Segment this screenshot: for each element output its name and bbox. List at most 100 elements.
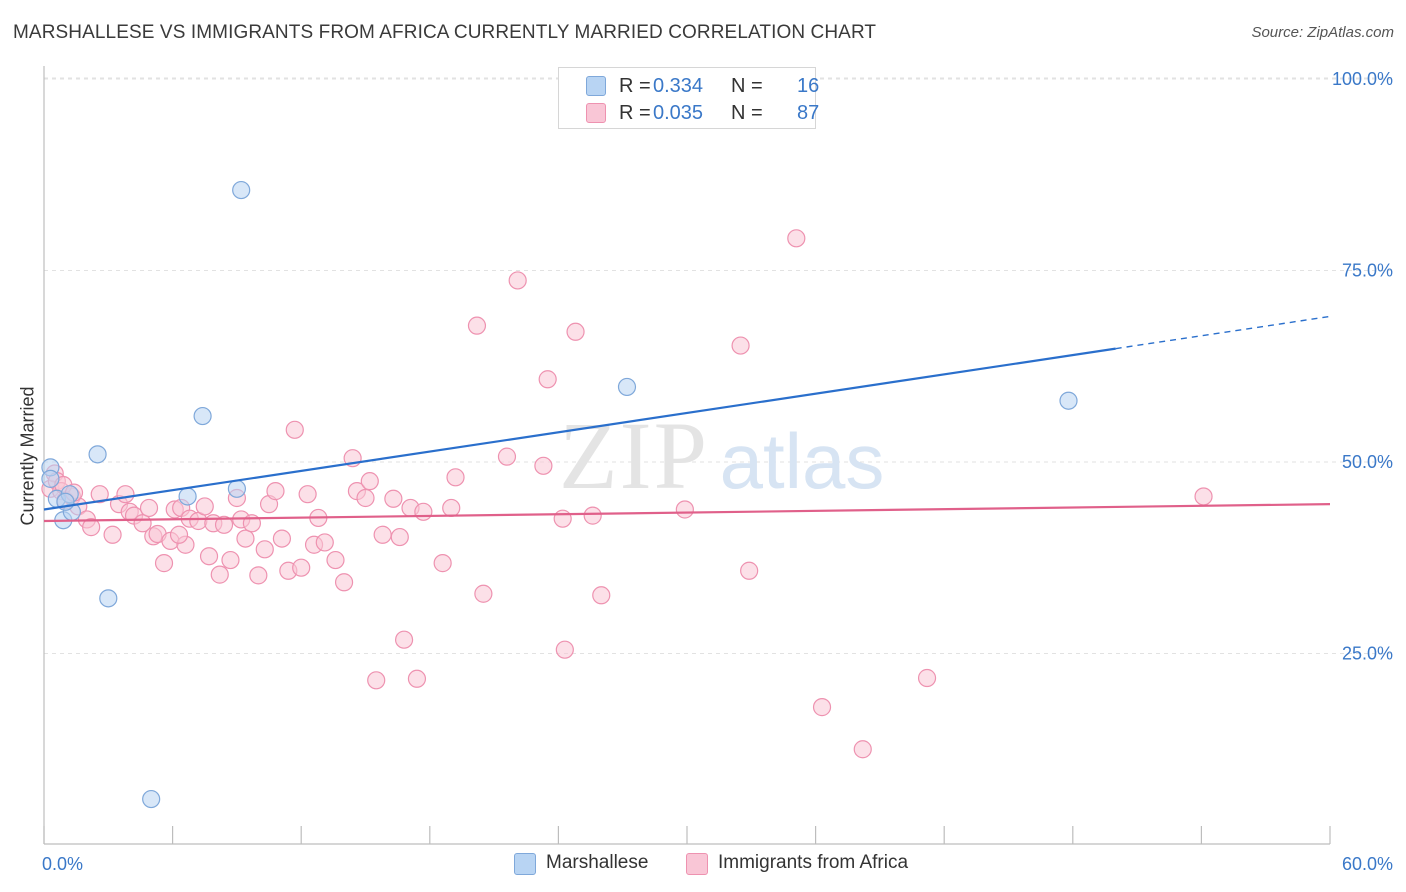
data-point xyxy=(853,740,872,759)
data-point xyxy=(407,669,427,688)
x-tick-label: 0.0% xyxy=(42,854,83,874)
y-tick-label: 25.0% xyxy=(1342,644,1393,664)
data-point xyxy=(285,420,304,439)
legend-swatch-blue xyxy=(514,853,536,875)
data-point xyxy=(384,489,403,508)
watermark-atlas: atlas xyxy=(720,417,885,505)
data-point xyxy=(266,482,285,501)
data-point xyxy=(731,336,750,355)
trend-line-marshallese-projection xyxy=(1115,315,1331,350)
legend-swatch-pink xyxy=(686,853,708,875)
y-tick-label: 75.0% xyxy=(1342,261,1393,281)
data-point xyxy=(414,502,433,521)
data-point xyxy=(467,316,487,335)
data-point xyxy=(195,497,214,516)
data-point xyxy=(315,533,334,552)
legend-n-value: 87 xyxy=(797,101,820,124)
data-point xyxy=(508,271,527,290)
data-point xyxy=(334,573,354,592)
data-point xyxy=(566,322,585,341)
data-point xyxy=(103,525,122,544)
data-point xyxy=(360,472,379,491)
data-point xyxy=(227,479,246,498)
data-point xyxy=(41,469,60,488)
legend-swatch-blue xyxy=(586,76,606,96)
watermark: ZIP atlas xyxy=(559,402,884,509)
data-point xyxy=(497,447,517,466)
data-point xyxy=(433,554,452,573)
data-point xyxy=(617,377,637,397)
data-point xyxy=(142,789,161,809)
trend-line-africa xyxy=(43,503,1331,523)
data-point xyxy=(232,180,251,200)
data-point xyxy=(169,525,189,544)
data-point xyxy=(356,488,375,508)
legend-r-value: 0.334 xyxy=(653,74,704,97)
data-point xyxy=(553,509,572,528)
y-axis-title: Currently Married xyxy=(17,386,38,526)
data-point xyxy=(583,506,602,525)
trend-lines xyxy=(43,315,1331,523)
axes xyxy=(43,66,1331,845)
data-point xyxy=(199,547,219,566)
legend-n-value: 16 xyxy=(797,74,820,97)
data-point xyxy=(675,500,694,519)
data-point xyxy=(812,698,832,717)
data-point xyxy=(154,554,174,573)
data-point xyxy=(90,485,109,504)
legend-r-value: 0.035 xyxy=(653,101,704,124)
data-point xyxy=(272,529,292,548)
data-point xyxy=(249,566,268,585)
marshallese-points xyxy=(41,180,1078,809)
data-point xyxy=(88,445,107,464)
chart-title: MARSHALLESE VS IMMIGRANTS FROM AFRICA CU… xyxy=(13,22,877,43)
grid-lines xyxy=(44,77,1392,654)
legend-r-label: R = xyxy=(619,101,651,124)
data-point xyxy=(442,498,461,518)
data-point xyxy=(740,561,759,580)
legend-label-marshallese: Marshallese xyxy=(546,852,649,873)
watermark-zip: ZIP xyxy=(559,402,709,509)
tick-labels: 25.0% 50.0% 75.0% 100.0% 0.0% 60.0% xyxy=(42,69,1393,874)
data-point xyxy=(1194,487,1213,506)
data-point xyxy=(1059,391,1078,410)
x-tick-label: 60.0% xyxy=(1342,854,1393,874)
data-point xyxy=(394,630,414,649)
data-point xyxy=(446,468,465,487)
data-point xyxy=(390,527,409,547)
legend-n-label: N = xyxy=(731,101,763,124)
data-point xyxy=(787,229,806,248)
data-point xyxy=(193,406,212,426)
data-point xyxy=(367,671,386,690)
data-point xyxy=(538,370,557,389)
data-point xyxy=(592,586,611,605)
data-point xyxy=(116,485,135,504)
y-tick-label: 50.0% xyxy=(1342,452,1393,472)
legend-r-label: R = xyxy=(619,74,651,97)
data-point xyxy=(555,640,574,659)
data-point xyxy=(82,518,101,537)
y-tick-label: 100.0% xyxy=(1332,69,1393,89)
data-point xyxy=(917,668,937,688)
data-point xyxy=(298,485,317,504)
data-point xyxy=(139,498,159,518)
legend-label-africa: Immigrants from Africa xyxy=(718,852,909,873)
data-point xyxy=(210,565,229,584)
data-point xyxy=(255,540,274,559)
data-point xyxy=(292,558,311,577)
data-point xyxy=(326,550,345,570)
source-label: Source: ZipAtlas.com xyxy=(1251,24,1394,41)
legend-swatch-pink xyxy=(586,103,606,123)
trend-line-marshallese xyxy=(43,347,1116,511)
legend-n-label: N = xyxy=(731,74,763,97)
data-point xyxy=(221,550,240,570)
data-point xyxy=(373,525,392,544)
data-point xyxy=(534,456,553,475)
data-point xyxy=(214,515,234,534)
data-point xyxy=(236,529,255,548)
data-point xyxy=(474,584,493,603)
data-point xyxy=(178,487,197,506)
data-point xyxy=(99,589,118,608)
stats-legend: R = 0.334 N = 16 R = 0.035 N = 87 xyxy=(558,67,820,129)
